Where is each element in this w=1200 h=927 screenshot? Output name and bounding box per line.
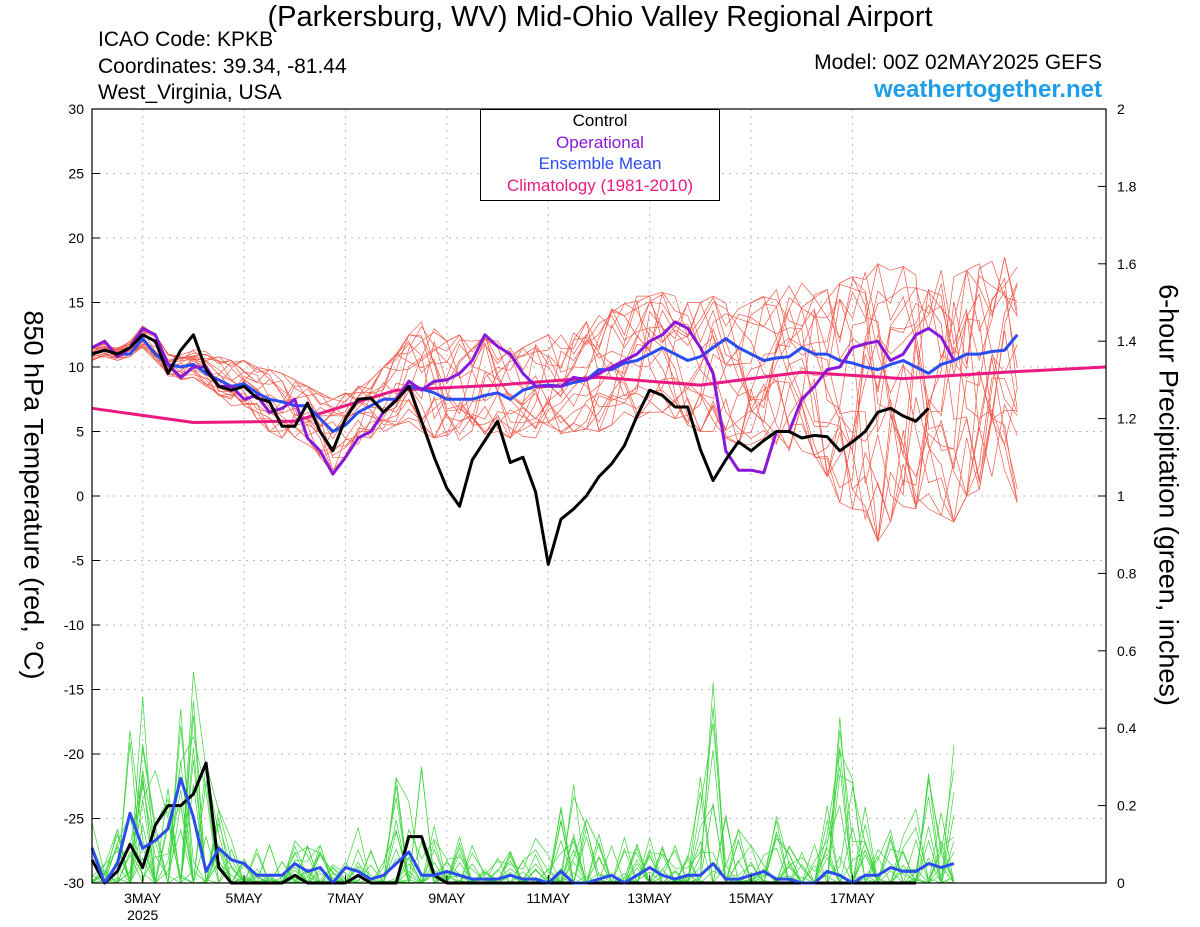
temp-member-line <box>91 266 1018 510</box>
precip-member-line <box>92 742 954 884</box>
temp-member-line <box>91 283 1018 523</box>
temp-member-line <box>91 260 1018 524</box>
grid <box>92 108 1106 884</box>
y2-tick-label: 1.4 <box>1117 333 1137 349</box>
temp-member-line <box>91 293 1018 503</box>
y2-tick-label: 0.6 <box>1117 643 1137 659</box>
y-axis-label-left: 850 hPa Temperature (red, °C) <box>18 310 49 680</box>
x-tick-label: 11MAY <box>526 890 570 906</box>
legend-ensemble-mean: Ensemble Mean <box>538 154 662 173</box>
y2-tick-label: 0.4 <box>1117 720 1137 736</box>
x-tick-sublabel: 2025 <box>127 907 158 923</box>
precip-member-line <box>92 726 955 884</box>
right-axis-ticks: 2 1.8 1.6 1.4 1.2 1 0.8 0.6 0.4 0.2 0 <box>1098 101 1137 891</box>
x-tick-label: 13MAY <box>627 890 673 906</box>
x-tick-label: 9MAY <box>428 890 466 906</box>
series <box>90 320 1107 885</box>
temp-member-line <box>91 283 1018 503</box>
y2-tick-label: 1.2 <box>1117 411 1137 427</box>
temp-member-line <box>91 287 1018 503</box>
chart-title: (Parkersburg, WV) Mid-Ohio Valley Region… <box>267 1 933 33</box>
legend-control: Control <box>572 111 628 130</box>
coordinates: Coordinates: 39.34, -81.44 <box>98 55 347 78</box>
y-tick-label: 30 <box>68 101 84 117</box>
y-tick-label: 5 <box>76 424 84 440</box>
y2-tick-label: 1.8 <box>1117 178 1137 194</box>
ensemble-members <box>91 257 1018 885</box>
y-tick-label: -30 <box>64 875 84 891</box>
precip-member-line <box>91 700 955 885</box>
precip-member-line <box>91 723 955 885</box>
region: West_Virginia, USA <box>98 81 282 104</box>
y-axis-label-right: 6-hour Precipitation (green, inches) <box>1153 284 1184 706</box>
temp-member-line <box>91 289 1018 456</box>
temp-member-line <box>91 263 1018 542</box>
y2-tick-label: 0.8 <box>1117 565 1137 581</box>
precip-control-line <box>90 761 916 885</box>
legend-operational: Operational <box>556 132 644 152</box>
temp-member-line <box>91 257 1018 543</box>
y-tick-label: 25 <box>68 166 84 182</box>
temp-member-line <box>91 272 1018 517</box>
x-tick-label: 5MAY <box>226 890 264 906</box>
temp-control-line <box>91 333 930 566</box>
site-link[interactable]: weathertogether.net <box>873 76 1102 103</box>
y-tick-label: -15 <box>64 682 84 698</box>
temp-member-line <box>91 270 1018 543</box>
y-tick-label: 0 <box>76 488 84 504</box>
legend: Control Operational Ensemble Mean Climat… <box>480 109 720 201</box>
x-tick-label: 17MAY <box>830 890 876 906</box>
y-tick-label: 10 <box>68 359 84 375</box>
temp-member-line <box>91 257 1018 542</box>
y2-tick-label: 1 <box>1117 488 1125 504</box>
model-run: Model: 00Z 02MAY2025 GEFS <box>814 51 1102 74</box>
icao-code: ICAO Code: KPKB <box>98 28 274 51</box>
y-tick-label: -10 <box>64 617 84 633</box>
y2-tick-label: 0.2 <box>1117 798 1137 814</box>
y-tick-label: -20 <box>64 746 84 762</box>
legend-climatology: Climatology (1981-2010) <box>506 175 694 195</box>
y-tick-label: 20 <box>68 230 84 246</box>
y2-tick-label: 2 <box>1117 101 1125 117</box>
y2-tick-label: 1.6 <box>1117 256 1137 272</box>
x-tick-label: 3MAY <box>124 890 162 906</box>
climatology-line <box>91 365 1107 424</box>
y2-tick-label: 0 <box>1117 875 1125 891</box>
x-tick-label: 15MAY <box>729 890 775 906</box>
temp-operational-line <box>91 320 956 476</box>
y-tick-label: -25 <box>64 811 84 827</box>
temp-member-line <box>91 276 1018 497</box>
y-tick-label: 15 <box>68 295 84 311</box>
y-tick-label: -5 <box>72 553 85 569</box>
x-tick-label: 7MAY <box>327 890 365 906</box>
left-axis-ticks: 30 25 20 15 10 5 0 -5 -10 -15 -20 -25 -30 <box>64 101 100 891</box>
